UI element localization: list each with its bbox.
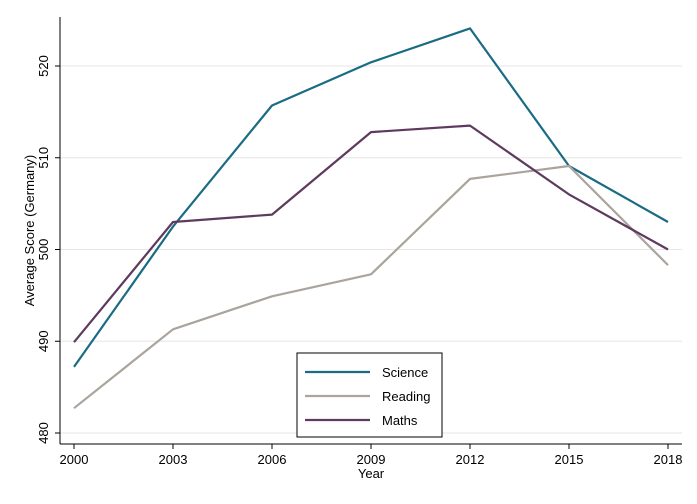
axes: 480 490 500 510 520 2000 2003 2006 2009 2012 2015 2… [36, 17, 682, 467]
series-line-reading [73, 164, 669, 410]
y-tick-label: 520 [36, 55, 51, 77]
x-tick-label: 2012 [456, 452, 485, 467]
x-tick-label: 2000 [60, 452, 89, 467]
y-axis-title: Average Score (Germany) [22, 155, 37, 307]
y-tick-label: 490 [36, 330, 51, 352]
gridlines [60, 65, 682, 434]
legend: Science Reading Maths [296, 352, 443, 438]
y-tick-label: 510 [36, 147, 51, 169]
x-tick-label: 2018 [654, 452, 683, 467]
x-tick-label: 2003 [159, 452, 188, 467]
series-line-maths [73, 124, 669, 343]
legend-label-reading: Reading [382, 389, 430, 404]
x-tick-label: 2009 [357, 452, 386, 467]
x-tick-label: 2006 [258, 452, 287, 467]
legend-label-maths: Maths [382, 413, 418, 428]
legend-label-science: Science [382, 365, 428, 380]
series-lines [73, 27, 669, 410]
y-tick-label: 500 [36, 239, 51, 261]
y-tick-label: 480 [36, 422, 51, 444]
x-axis-title: Year [358, 466, 385, 481]
x-tick-label: 2015 [555, 452, 584, 467]
